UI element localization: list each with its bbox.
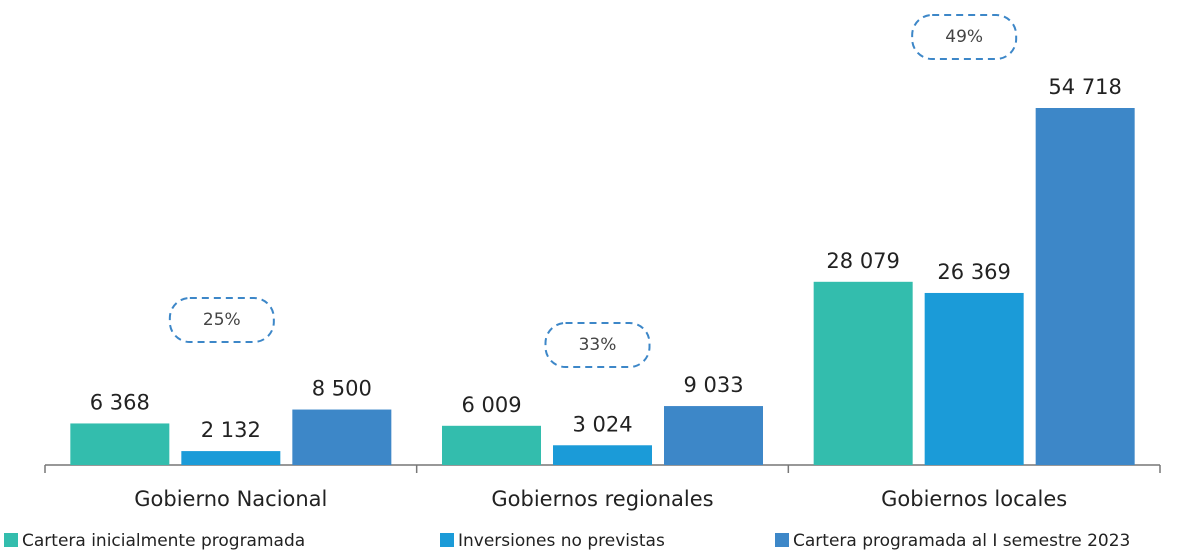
data-label: 9 033 [683, 373, 743, 397]
bar [70, 423, 170, 465]
bar [553, 445, 652, 465]
legend-label: Inversiones no previstas [458, 531, 665, 551]
bar [1035, 108, 1135, 465]
legend-label: Cartera programada al I semestre 2023 [793, 531, 1130, 551]
annotation-box [544, 322, 651, 368]
data-label: 6 009 [461, 393, 521, 417]
data-label: 54 718 [1048, 75, 1121, 99]
data-label: 6 368 [90, 390, 150, 414]
bar [442, 425, 541, 465]
annotation: 25% [203, 310, 241, 330]
annotation: 33% [579, 335, 617, 355]
x-tick-label: Gobiernos locales [881, 487, 1067, 511]
annotation-box [168, 297, 275, 343]
data-label: 3 024 [572, 412, 632, 436]
data-label: 8 500 [312, 377, 372, 401]
x-tick-label: Gobierno Nacional [134, 487, 327, 511]
bar [292, 409, 392, 465]
data-label: 26 369 [937, 260, 1010, 284]
bar [664, 406, 763, 465]
legend-swatch [4, 533, 18, 547]
legend-swatch [775, 533, 789, 547]
bar [924, 292, 1024, 465]
annotation: 49% [945, 27, 983, 47]
bar [181, 451, 281, 465]
bar [813, 281, 913, 465]
annotation-box [911, 14, 1018, 60]
data-label: 28 079 [826, 249, 899, 273]
legend-swatch [440, 533, 454, 547]
data-label: 2 132 [201, 418, 261, 442]
legend-label: Cartera inicialmente programada [22, 531, 305, 551]
x-tick-label: Gobiernos regionales [491, 487, 713, 511]
